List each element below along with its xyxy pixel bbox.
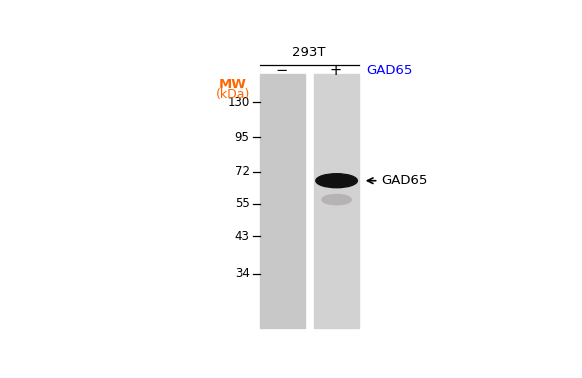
Text: 95: 95: [235, 130, 250, 144]
Text: 55: 55: [235, 197, 250, 211]
Text: −: −: [275, 63, 288, 78]
Bar: [260, 74, 305, 328]
Ellipse shape: [316, 174, 357, 188]
Text: 130: 130: [228, 96, 250, 108]
Text: 293T: 293T: [292, 46, 325, 59]
Text: MW: MW: [219, 78, 247, 91]
Text: 34: 34: [235, 267, 250, 280]
Ellipse shape: [322, 195, 352, 205]
Text: (kDa): (kDa): [216, 88, 250, 101]
Bar: [314, 74, 359, 328]
Text: +: +: [329, 63, 342, 78]
Text: GAD65: GAD65: [382, 174, 428, 187]
Text: 43: 43: [235, 229, 250, 243]
Text: GAD65: GAD65: [366, 64, 412, 77]
Text: 72: 72: [235, 166, 250, 178]
